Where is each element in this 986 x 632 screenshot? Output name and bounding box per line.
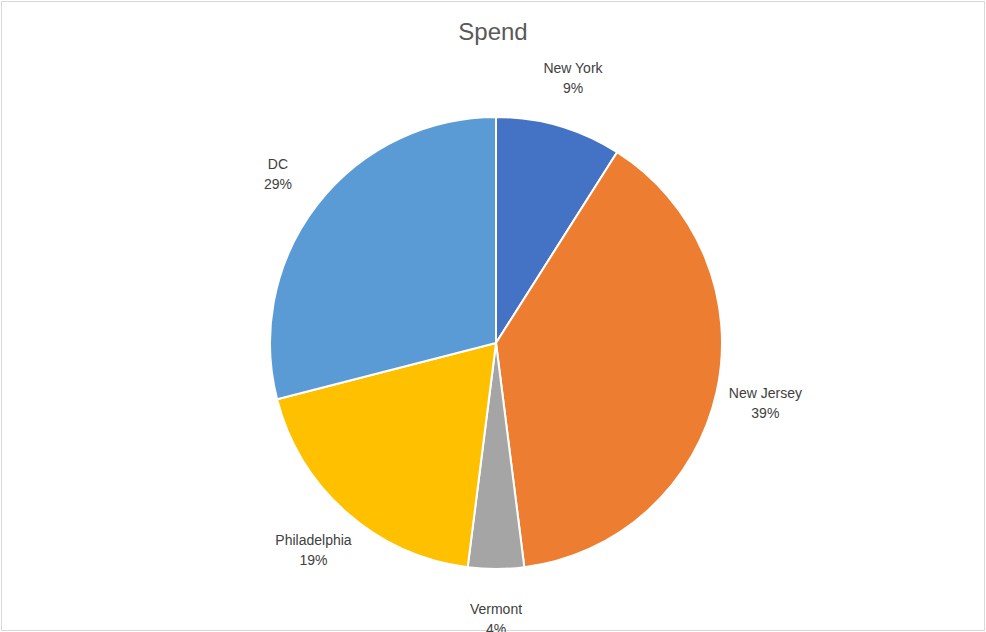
svg-text:Vermont: Vermont bbox=[470, 601, 522, 617]
svg-text:9%: 9% bbox=[563, 80, 583, 96]
svg-text:DC: DC bbox=[268, 156, 288, 172]
svg-text:Philadelphia: Philadelphia bbox=[275, 532, 351, 548]
svg-text:19%: 19% bbox=[299, 552, 327, 568]
svg-text:39%: 39% bbox=[751, 405, 779, 421]
html-text:Spend: Spend bbox=[458, 18, 528, 45]
svg-text:New York: New York bbox=[543, 60, 603, 76]
svg-text:4%: 4% bbox=[486, 621, 506, 632]
svg-text:New Jersey: New Jersey bbox=[729, 385, 802, 401]
svg-text:29%: 29% bbox=[264, 176, 292, 192]
